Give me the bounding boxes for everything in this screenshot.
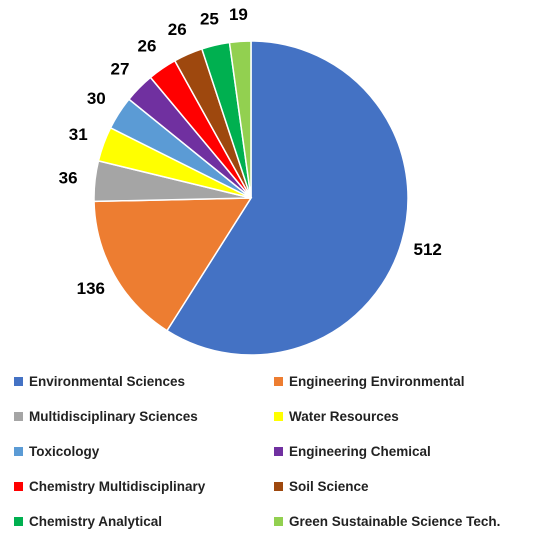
legend-item: Environmental Sciences (14, 374, 185, 389)
legend-swatch (274, 412, 283, 421)
legend-label: Chemistry Analytical (29, 514, 163, 529)
legend-swatch (14, 517, 23, 526)
legend-swatch (274, 447, 283, 456)
legend-label: Multidisciplinary Sciences (29, 409, 198, 424)
legend-item: Chemistry Multidisciplinary (14, 479, 205, 494)
legend-label: Environmental Sciences (29, 374, 186, 389)
legend-swatch (274, 517, 283, 526)
legend-item: Soil Science (274, 479, 369, 494)
data-label: 27 (111, 59, 130, 78)
legend-swatch (14, 412, 23, 421)
data-label: 25 (200, 9, 219, 28)
legend-item: Multidisciplinary Sciences (14, 409, 198, 424)
legend-item: Green Sustainable Science Tech. (274, 514, 500, 529)
legend-swatch (274, 377, 283, 386)
data-label: 19 (229, 5, 248, 24)
legend-label: Chemistry Multidisciplinary (29, 479, 206, 494)
legend-swatch (14, 482, 23, 491)
pie-chart: 512 136 36 31 30 27 26 26 25 19 (59, 5, 442, 356)
legend-swatch (14, 377, 23, 386)
legend-item: Chemistry Analytical (14, 514, 162, 529)
data-label: 26 (138, 37, 157, 56)
pie-slice (165, 40, 409, 356)
data-label: 512 (414, 240, 442, 259)
legend-item: Engineering Chemical (274, 444, 431, 459)
legend-swatch (14, 447, 23, 456)
legend-label: Engineering Environmental (289, 374, 465, 389)
data-label: 30 (87, 89, 106, 108)
legend-label: Water Resources (289, 409, 399, 424)
data-label: 136 (77, 279, 105, 298)
legend-swatch (274, 482, 283, 491)
legend-label: Engineering Chemical (289, 444, 431, 459)
legend-label: Soil Science (289, 479, 369, 494)
legend-label: Green Sustainable Science Tech. (289, 514, 501, 529)
legend-item: Toxicology (14, 444, 99, 459)
pie-slice (93, 197, 253, 332)
legend-item: Engineering Environmental (274, 374, 465, 389)
legend-label: Toxicology (29, 444, 100, 459)
data-label: 26 (168, 20, 187, 39)
pie-slice (228, 40, 252, 199)
data-label: 31 (69, 125, 88, 144)
legend-item: Water Resources (274, 409, 399, 424)
data-label: 36 (59, 169, 78, 188)
